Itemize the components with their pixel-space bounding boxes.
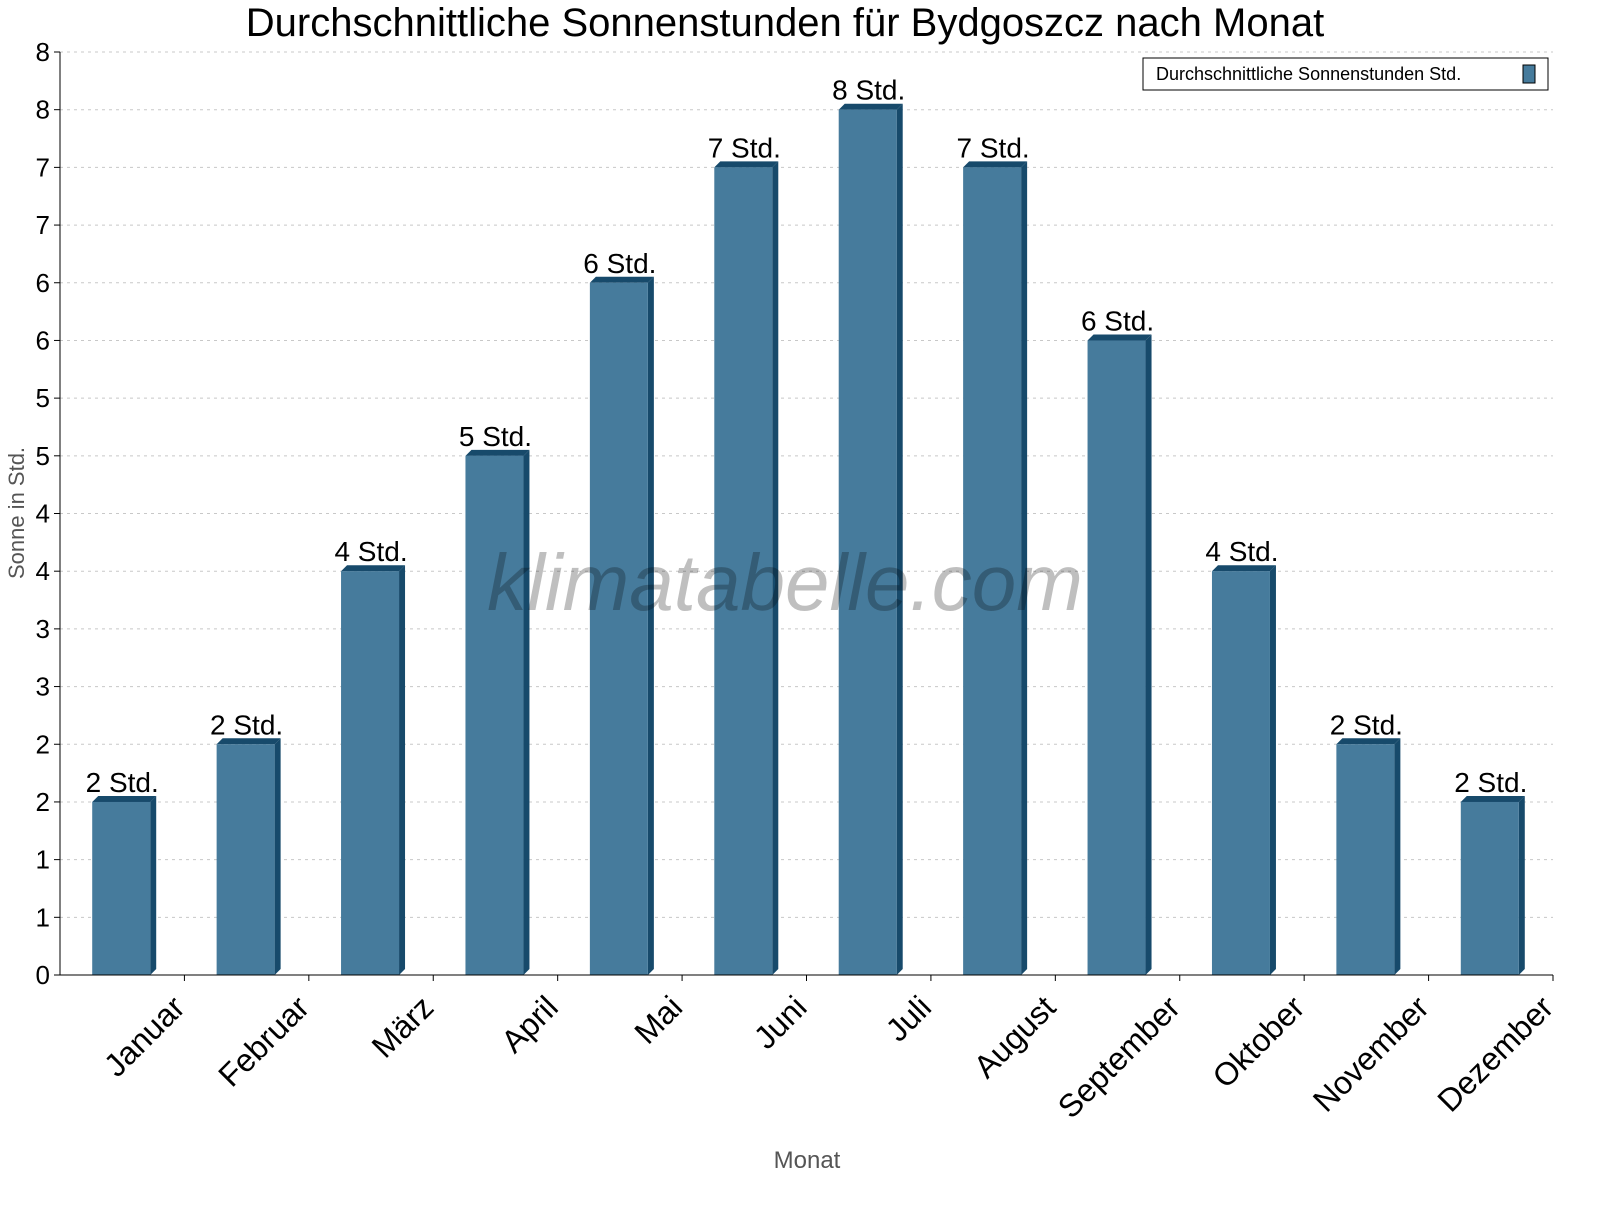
- data-label: 8 Std.: [832, 75, 905, 106]
- y-axis-label: Sonne in Std.: [4, 447, 29, 579]
- data-label: 2 Std.: [1330, 709, 1403, 740]
- y-tick-label: 8: [36, 37, 50, 67]
- bar: [1460, 801, 1519, 975]
- x-tick-label: Februar: [211, 989, 316, 1094]
- y-tick-label: 0: [36, 960, 50, 990]
- x-tick-label: Januar: [97, 989, 192, 1084]
- bar-side: [647, 276, 654, 975]
- y-tick-label: 4: [36, 556, 50, 586]
- bar-side: [399, 565, 406, 975]
- bar: [465, 455, 524, 975]
- bar-side: [1269, 565, 1276, 975]
- y-tick-label: 3: [36, 614, 50, 644]
- watermark: klimatabelle.com: [487, 538, 1083, 627]
- y-tick-label: 8: [36, 95, 50, 125]
- legend-swatch: [1522, 64, 1536, 84]
- bar: [1336, 744, 1395, 975]
- bar-top: [92, 795, 157, 802]
- x-tick-label: August: [967, 989, 1063, 1085]
- bar-top: [963, 161, 1028, 168]
- bar: [341, 571, 400, 975]
- y-tick-label: 1: [36, 902, 50, 932]
- bar-top: [714, 161, 779, 168]
- y-tick-label: 2: [36, 729, 50, 759]
- y-tick-label: 5: [36, 383, 50, 413]
- bar: [838, 109, 897, 975]
- bars: 2 Std. 2 Std. 4 Std. 5 Std. 6 Std. 7 Std. 8 St…: [86, 75, 1527, 975]
- y-tick-label: 2: [36, 787, 50, 817]
- bar: [216, 744, 275, 975]
- bar-top: [589, 276, 654, 283]
- data-label: 4 Std.: [334, 536, 407, 567]
- data-label: 2 Std.: [86, 767, 159, 798]
- bar-top: [1460, 795, 1525, 802]
- bar-side: [1518, 795, 1525, 975]
- y-tick-label: 6: [36, 268, 50, 298]
- bar-side: [1394, 738, 1401, 975]
- data-label: 2 Std.: [1454, 767, 1527, 798]
- bar: [589, 282, 648, 975]
- data-label: 6 Std.: [583, 248, 656, 279]
- bar: [1211, 571, 1270, 975]
- bar-side: [1145, 334, 1152, 975]
- bar-top: [1336, 738, 1401, 745]
- x-tick-label: Oktober: [1205, 989, 1311, 1095]
- chart-title: Durchschnittliche Sonnenstunden für Bydg…: [246, 1, 1324, 45]
- x-tick-label: März: [365, 989, 441, 1065]
- y-tick-label: 7: [36, 152, 50, 182]
- x-tick-label: April: [494, 989, 565, 1060]
- legend-box: [1142, 57, 1549, 91]
- legend: Durchschnittliche Sonnenstunden Std.: [1142, 57, 1549, 91]
- grid: [60, 51, 1553, 918]
- y-tick-label: 6: [36, 325, 50, 355]
- bar: [714, 167, 773, 975]
- bar: [92, 801, 151, 975]
- bar-top: [1211, 565, 1276, 572]
- data-label: 7 Std.: [708, 132, 781, 163]
- bar-top: [341, 565, 406, 572]
- y-tick-label: 7: [36, 210, 50, 240]
- x-tick-label: Juli: [879, 989, 938, 1048]
- bar-side: [896, 103, 903, 975]
- legend-label: Durchschnittliche Sonnenstunden Std.: [1156, 64, 1461, 84]
- bar: [963, 167, 1022, 975]
- data-label: 4 Std.: [1205, 536, 1278, 567]
- x-tick-label: November: [1306, 989, 1436, 1119]
- data-label: 7 Std.: [957, 132, 1030, 163]
- bar-side: [772, 161, 779, 975]
- x-axis-label: Monat: [774, 1147, 841, 1174]
- y-tick-label: 3: [36, 672, 50, 702]
- data-label: 2 Std.: [210, 709, 283, 740]
- x-tick-label: September: [1051, 989, 1187, 1125]
- y-tick-label: 4: [36, 499, 50, 529]
- data-label: 5 Std.: [459, 421, 532, 452]
- x-tick-label: Mai: [627, 989, 689, 1051]
- bar-side: [523, 449, 530, 975]
- bar-side: [274, 738, 281, 975]
- x-tick-label: Dezember: [1430, 989, 1560, 1119]
- y-tick-label: 5: [36, 441, 50, 471]
- data-label: 6 Std.: [1081, 305, 1154, 336]
- bar-top: [838, 103, 903, 110]
- bar-side: [1021, 161, 1028, 975]
- bar: [1087, 340, 1146, 975]
- bar-top: [465, 449, 530, 456]
- bar-top: [216, 738, 281, 745]
- x-tick-label: Juni: [747, 989, 814, 1056]
- y-tick-label: 1: [36, 845, 50, 875]
- bar-side: [150, 795, 157, 975]
- bar-top: [1087, 334, 1152, 341]
